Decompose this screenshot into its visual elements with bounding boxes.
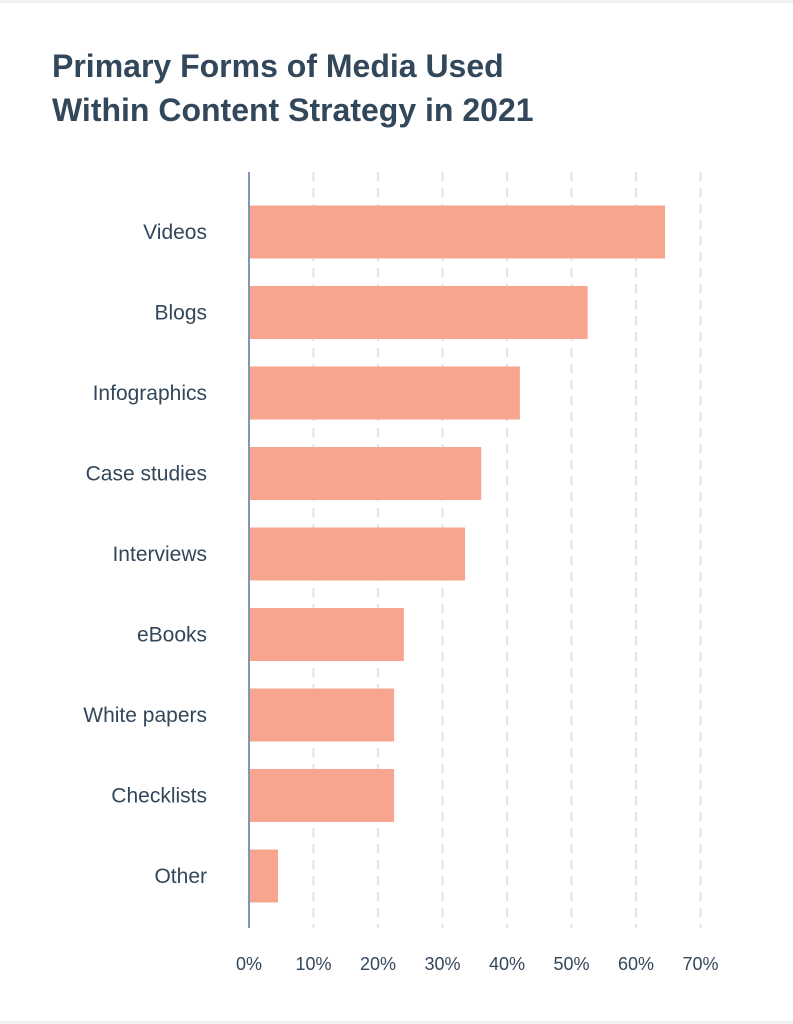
- bar-case-studies: [249, 447, 482, 500]
- bars: [249, 205, 666, 903]
- category-label: Infographics: [93, 382, 207, 405]
- category-label: Case studies: [86, 463, 207, 486]
- bar-blogs: [249, 286, 588, 339]
- category-label: Blogs: [154, 302, 207, 325]
- bar-interviews: [249, 527, 466, 581]
- x-tick-label: 40%: [489, 954, 525, 974]
- x-tick-label: 10%: [295, 954, 331, 974]
- category-labels: Videos Blogs Infographics Case studies Inter…: [83, 221, 207, 888]
- x-tick-label: 0%: [236, 954, 262, 974]
- bar-videos: [249, 205, 666, 259]
- chart-title: Primary Forms of Media Used Within Conte…: [52, 44, 752, 132]
- category-label: Other: [154, 865, 207, 888]
- category-label: Interviews: [112, 543, 207, 566]
- bar-other: [249, 849, 279, 903]
- bar-checklists: [249, 769, 395, 822]
- x-tick-label: 20%: [360, 954, 396, 974]
- x-tick-label: 30%: [424, 954, 460, 974]
- category-label: eBooks: [137, 624, 207, 647]
- bar-ebooks: [249, 608, 404, 661]
- x-tick-labels: 0% 10% 20% 30% 40% 50% 60% 70%: [236, 954, 719, 974]
- x-tick-label: 50%: [553, 954, 589, 974]
- category-label: Checklists: [111, 785, 207, 808]
- x-tick-label: 70%: [682, 954, 718, 974]
- bar-white-papers: [249, 688, 395, 742]
- x-tick-label: 60%: [618, 954, 654, 974]
- chart-title-line-1: Primary Forms of Media Used: [52, 48, 504, 84]
- chart-title-line-2: Within Content Strategy in 2021: [52, 92, 534, 128]
- category-label: White papers: [83, 704, 207, 727]
- category-label: Videos: [143, 221, 207, 244]
- bar-infographics: [249, 366, 520, 420]
